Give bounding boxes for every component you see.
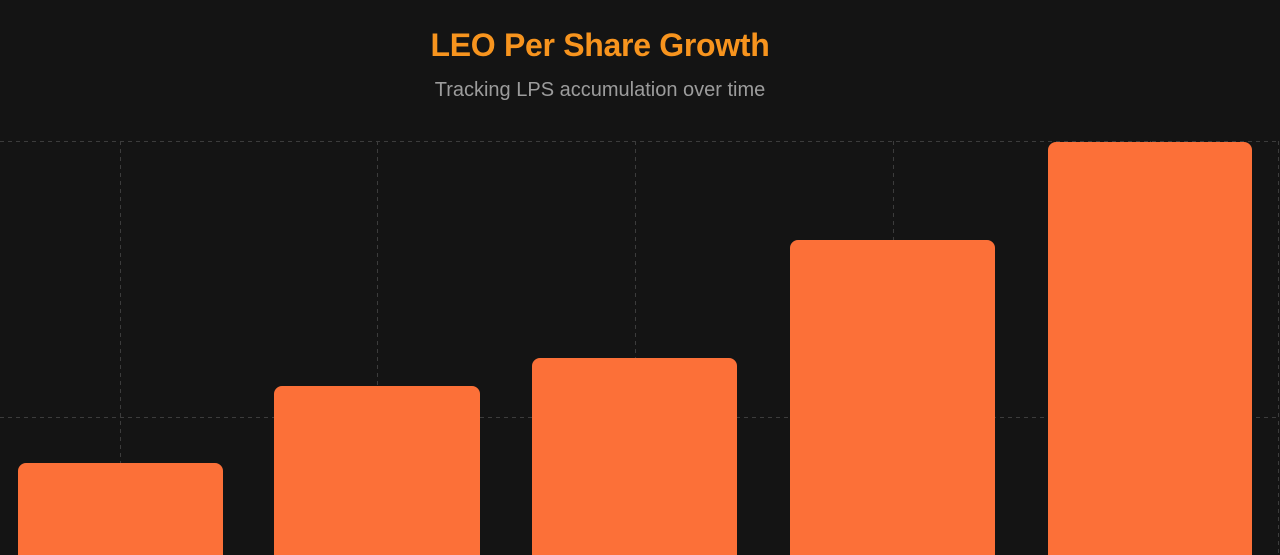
bar[interactable] [18, 463, 223, 555]
gridline-vertical [1278, 141, 1279, 555]
gridline-vertical [635, 141, 636, 555]
gridline-horizontal [0, 141, 1280, 142]
gridline-vertical [120, 141, 121, 555]
bar[interactable] [274, 386, 480, 555]
bar[interactable] [532, 358, 737, 555]
bar[interactable] [1048, 142, 1252, 555]
gridline-vertical [377, 141, 378, 555]
bar[interactable] [790, 240, 995, 555]
